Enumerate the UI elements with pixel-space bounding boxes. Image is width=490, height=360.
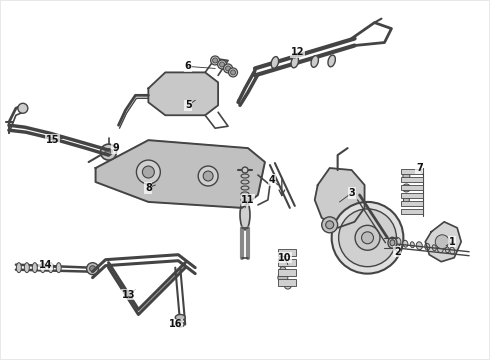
Circle shape (218, 60, 226, 69)
Circle shape (284, 282, 292, 289)
Ellipse shape (445, 247, 449, 253)
Ellipse shape (410, 242, 415, 248)
Text: 5: 5 (185, 100, 192, 110)
Circle shape (87, 263, 98, 275)
Ellipse shape (390, 240, 395, 246)
Text: 6: 6 (185, 62, 192, 71)
Circle shape (18, 103, 28, 113)
Ellipse shape (240, 200, 250, 230)
Text: 12: 12 (291, 48, 305, 58)
Text: 8: 8 (145, 183, 152, 193)
Polygon shape (425, 222, 461, 262)
Circle shape (90, 266, 96, 272)
Bar (401, 169, 423, 174)
Ellipse shape (48, 263, 53, 273)
Circle shape (100, 144, 117, 160)
Circle shape (279, 256, 287, 264)
Ellipse shape (40, 263, 45, 273)
Circle shape (231, 70, 236, 75)
Bar (401, 177, 423, 182)
Text: 4: 4 (269, 175, 275, 185)
Ellipse shape (56, 263, 61, 273)
Ellipse shape (24, 263, 29, 273)
Ellipse shape (175, 315, 185, 320)
Ellipse shape (242, 167, 248, 173)
Circle shape (143, 166, 154, 178)
Text: 15: 15 (46, 135, 59, 145)
Ellipse shape (437, 245, 443, 253)
Ellipse shape (291, 56, 298, 68)
Text: 13: 13 (122, 289, 135, 300)
Circle shape (326, 221, 334, 229)
Circle shape (211, 56, 220, 65)
Ellipse shape (362, 232, 373, 244)
Polygon shape (96, 140, 265, 208)
Bar (278, 259, 296, 266)
Circle shape (223, 64, 233, 73)
Circle shape (402, 184, 410, 192)
Ellipse shape (432, 245, 436, 251)
Ellipse shape (311, 55, 318, 67)
Text: 10: 10 (278, 253, 292, 263)
Bar (401, 201, 423, 206)
Ellipse shape (32, 263, 37, 273)
Circle shape (136, 160, 160, 184)
Circle shape (105, 149, 112, 156)
Text: 11: 11 (241, 195, 255, 205)
Ellipse shape (16, 263, 22, 273)
Bar (401, 193, 423, 198)
Circle shape (220, 62, 224, 67)
Ellipse shape (176, 322, 184, 327)
Circle shape (322, 217, 338, 233)
Circle shape (403, 197, 409, 203)
Ellipse shape (394, 237, 401, 246)
Bar (278, 249, 296, 256)
Ellipse shape (403, 240, 408, 247)
Ellipse shape (425, 243, 430, 250)
Circle shape (403, 172, 410, 180)
Text: 3: 3 (348, 188, 355, 198)
Circle shape (280, 267, 286, 273)
Ellipse shape (450, 247, 455, 254)
Circle shape (213, 58, 218, 63)
Ellipse shape (416, 242, 422, 250)
Text: 1: 1 (449, 237, 456, 247)
Ellipse shape (355, 225, 380, 250)
Bar (401, 185, 423, 190)
Text: 16: 16 (169, 319, 182, 329)
Circle shape (278, 273, 288, 283)
Text: 2: 2 (394, 247, 401, 257)
Bar (278, 279, 296, 285)
Text: 9: 9 (112, 143, 119, 153)
Bar (278, 269, 296, 276)
Text: 14: 14 (39, 260, 52, 270)
Circle shape (203, 171, 213, 181)
Ellipse shape (339, 209, 396, 267)
Bar (401, 209, 423, 214)
Polygon shape (315, 168, 365, 228)
Circle shape (198, 166, 218, 186)
Ellipse shape (332, 202, 403, 274)
Text: 7: 7 (416, 163, 423, 173)
Polygon shape (148, 72, 218, 115)
Circle shape (225, 66, 231, 71)
Ellipse shape (388, 237, 397, 248)
Ellipse shape (271, 57, 279, 68)
Circle shape (435, 235, 449, 249)
Ellipse shape (328, 55, 335, 67)
Circle shape (228, 68, 238, 77)
